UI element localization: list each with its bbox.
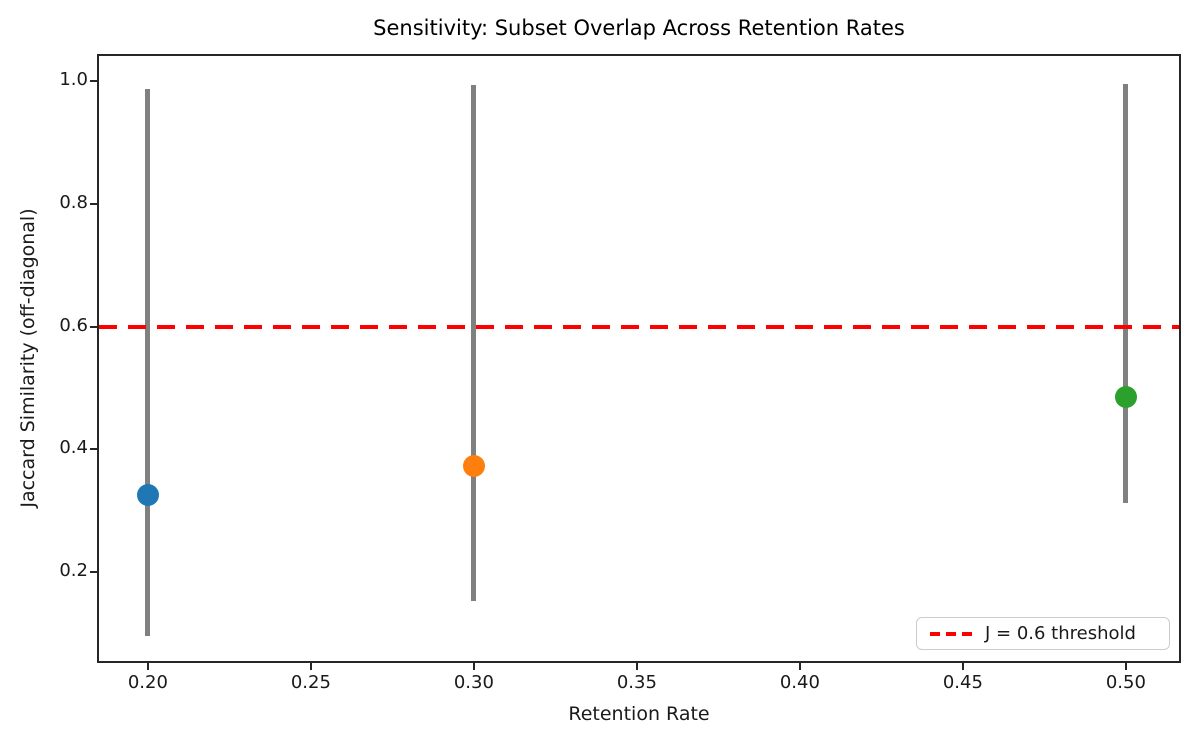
y-tick-label: 0.2 [59,560,88,582]
x-tick-mark [798,663,801,670]
y-tick-mark [90,80,97,83]
x-tick-label: 0.45 [942,672,983,693]
x-tick-label: 0.20 [127,672,168,693]
x-tick-label: 0.35 [616,672,657,693]
x-tick-label: 0.40 [779,672,820,693]
x-tick-mark [961,663,964,670]
data-point-retention-0.30 [462,455,485,478]
y-tick-mark [90,571,97,574]
error-bar-retention-0.30 [471,85,477,601]
y-tick-mark [90,202,97,205]
x-tick-label: 0.50 [1105,672,1146,693]
chart-title: Sensitivity: Subset Overlap Across Reten… [373,16,905,40]
y-tick-label: 0.4 [59,437,88,459]
error-bar-retention-0.50 [1123,83,1129,504]
legend-dashed-line-sample [930,631,974,636]
x-tick-mark [146,663,149,670]
x-axis-label: Retention Rate [568,703,710,725]
y-axis-label: Jaccard Similarity (off-diagonal) [17,208,39,508]
data-point-retention-0.50 [1114,386,1137,409]
threshold-line [99,324,1179,329]
y-tick-label: 0.6 [59,314,88,336]
y-tick-mark [90,325,97,328]
x-tick-label: 0.25 [290,672,331,693]
plot-layer: 0.20 0.25 0.30 0.35 0.40 0.45 0.50 0.2 0.4 0.6 0.8… [59,56,1179,693]
legend-entry-label: J = 0.6 threshold [985,623,1136,644]
error-bar-retention-0.20 [145,89,151,637]
y-tick-label: 1.0 [59,69,88,91]
y-tick-mark [90,448,97,451]
x-tick-label: 0.30 [453,672,494,693]
x-tick-mark [635,663,638,670]
x-tick-mark [1124,663,1127,670]
x-tick-mark [472,663,475,670]
x-tick-mark [309,663,312,670]
data-point-retention-0.20 [136,484,159,507]
legend: J = 0.6 threshold [916,617,1170,650]
plot-frame [97,54,1181,663]
y-tick-label: 0.8 [59,191,88,213]
